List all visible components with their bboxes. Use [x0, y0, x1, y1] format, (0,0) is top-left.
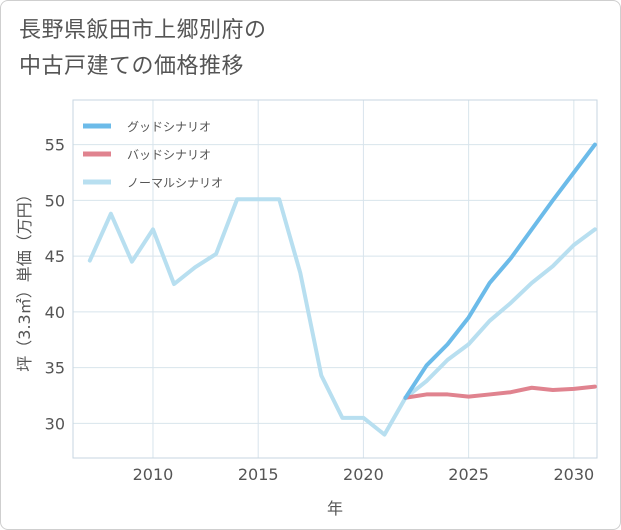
x-tick-label: 2030 — [553, 465, 594, 484]
normal-scenario-line — [87, 197, 597, 437]
x-tick-label: 2015 — [238, 465, 279, 484]
good-scenario-line — [403, 142, 597, 400]
legend-normal-scenario-label: ノーマルシナリオ — [127, 176, 223, 190]
y-tick-label: 35 — [45, 359, 65, 378]
bad-scenario-line — [403, 384, 597, 400]
chart-title-line-2: 中古戸建ての価格推移 — [19, 54, 245, 79]
y-tick-label: 45 — [45, 247, 65, 266]
plot-frame — [72, 99, 598, 459]
x-tick-label: 2010 — [133, 465, 174, 484]
chart-title-line-1: 長野県飯田市上郷別府の — [19, 18, 267, 43]
x-tick-label: 2020 — [343, 465, 384, 484]
y-axis-label: 坪（3.3㎡）単価（万円） — [15, 186, 34, 371]
y-tick-label: 30 — [45, 414, 65, 433]
y-tick-label: 50 — [45, 191, 65, 210]
plot-area — [73, 100, 597, 458]
legend-good-scenario-label: グッドシナリオ — [127, 120, 211, 134]
legend-bad-scenario-label: バッドシナリオ — [127, 148, 211, 162]
x-axis-label: 年 — [327, 499, 343, 518]
y-tick-label: 40 — [45, 303, 65, 322]
chart-title: 長野県飯田市上郷別府の 中古戸建ての価格推移 — [19, 13, 267, 85]
x-tick-label: 2025 — [448, 465, 489, 484]
y-tick-label: 55 — [45, 136, 65, 155]
